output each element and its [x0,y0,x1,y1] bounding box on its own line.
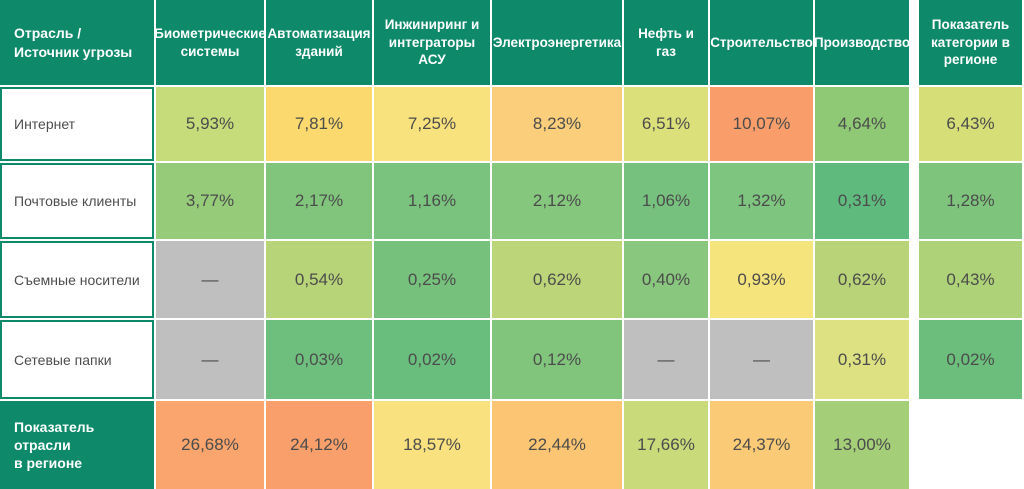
heatmap-cell: 0,25% [374,241,490,318]
column-gap [911,320,917,399]
heatmap-cell: 24,37% [710,401,813,489]
heatmap-cell: — [710,320,813,399]
heatmap-cell: 0,02% [919,320,1022,399]
heatmap-cell: 0,62% [492,241,622,318]
corner-header: Отрасль / Источник угрозы [0,0,154,85]
row-label-2: Съемные носители [0,241,154,318]
heatmap-cell: 1,06% [624,163,708,239]
column-header-1: Автоматизация зданий [266,0,372,85]
column-gap [911,87,917,161]
heatmap-cell: 13,00% [815,401,909,489]
heatmap-cell: — [156,320,264,399]
column-header-5: Строительство [710,0,813,85]
heatmap-cell: 6,51% [624,87,708,161]
heatmap-cell: 0,02% [374,320,490,399]
column-header-4: Нефть и газ [624,0,708,85]
heatmap-cell: 6,43% [919,87,1022,161]
heatmap-cell: — [624,320,708,399]
column-gap [911,0,917,85]
column-header-6: Производство [814,0,910,85]
column-gap [911,163,917,239]
column-header-0: Биометрические системы [154,0,266,85]
heatmap-cell: 3,77% [156,163,264,239]
heatmap-cell: 0,54% [266,241,372,318]
heatmap-cell: 1,28% [919,163,1022,239]
heatmap-cell: 24,12% [266,401,372,489]
heatmap-cell: 0,12% [492,320,622,399]
column-header-7: Показатель категории в регионе [919,0,1022,85]
heatmap-cell: 0,31% [815,320,909,399]
heatmap-cell: 8,23% [492,87,622,161]
footer-label: Показатель отрасли в регионе [0,401,154,489]
heatmap-cell: 10,07% [710,87,813,161]
heatmap-cell: 1,32% [710,163,813,239]
heatmap-cell: 0,40% [624,241,708,318]
heatmap-cell: 2,17% [266,163,372,239]
heatmap-cell: 0,31% [815,163,909,239]
heatmap-cell: 1,16% [374,163,490,239]
empty-cell [919,401,1022,489]
column-gap [911,401,917,489]
heatmap-cell: 17,66% [624,401,708,489]
column-gap [911,241,917,318]
heatmap-cell: 22,44% [492,401,622,489]
column-header-3: Электроэнергетика [492,0,622,85]
heatmap-cell: 26,68% [156,401,264,489]
column-header-2: Инжиниринг и интеграторы АСУ [374,0,490,85]
heatmap-cell: 5,93% [156,87,264,161]
heatmap-cell: 2,12% [492,163,622,239]
heatmap-cell: 7,81% [266,87,372,161]
heatmap-cell: 0,93% [710,241,813,318]
heatmap-cell: 4,64% [815,87,909,161]
heatmap-cell: 0,43% [919,241,1022,318]
heatmap-cell: 0,62% [815,241,909,318]
heatmap-cell: 7,25% [374,87,490,161]
heatmap-cell: — [156,241,264,318]
heatmap-cell: 0,03% [266,320,372,399]
row-label-1: Почтовые клиенты [0,163,154,239]
row-label-0: Интернет [0,87,154,161]
row-label-3: Сетевые папки [0,320,154,399]
heatmap-cell: 18,57% [374,401,490,489]
